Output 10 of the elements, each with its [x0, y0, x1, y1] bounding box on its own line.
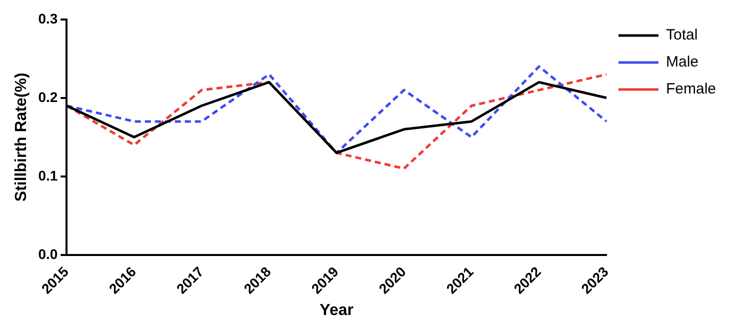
y-tick-label: 0.1	[38, 167, 58, 184]
y-tick-label: 0.2	[38, 88, 58, 105]
legend-label: Male	[666, 54, 698, 71]
legend-label: Female	[666, 80, 716, 98]
legend-label: Total	[666, 26, 698, 44]
y-tick-label: 0.3	[38, 10, 58, 26]
x-axis-title: Year	[320, 302, 354, 319]
y-axis-title: Stillbirth Rate(%)	[13, 72, 30, 202]
line-series	[65, 65, 608, 154]
y-tick-label: 0.0	[38, 246, 58, 262]
